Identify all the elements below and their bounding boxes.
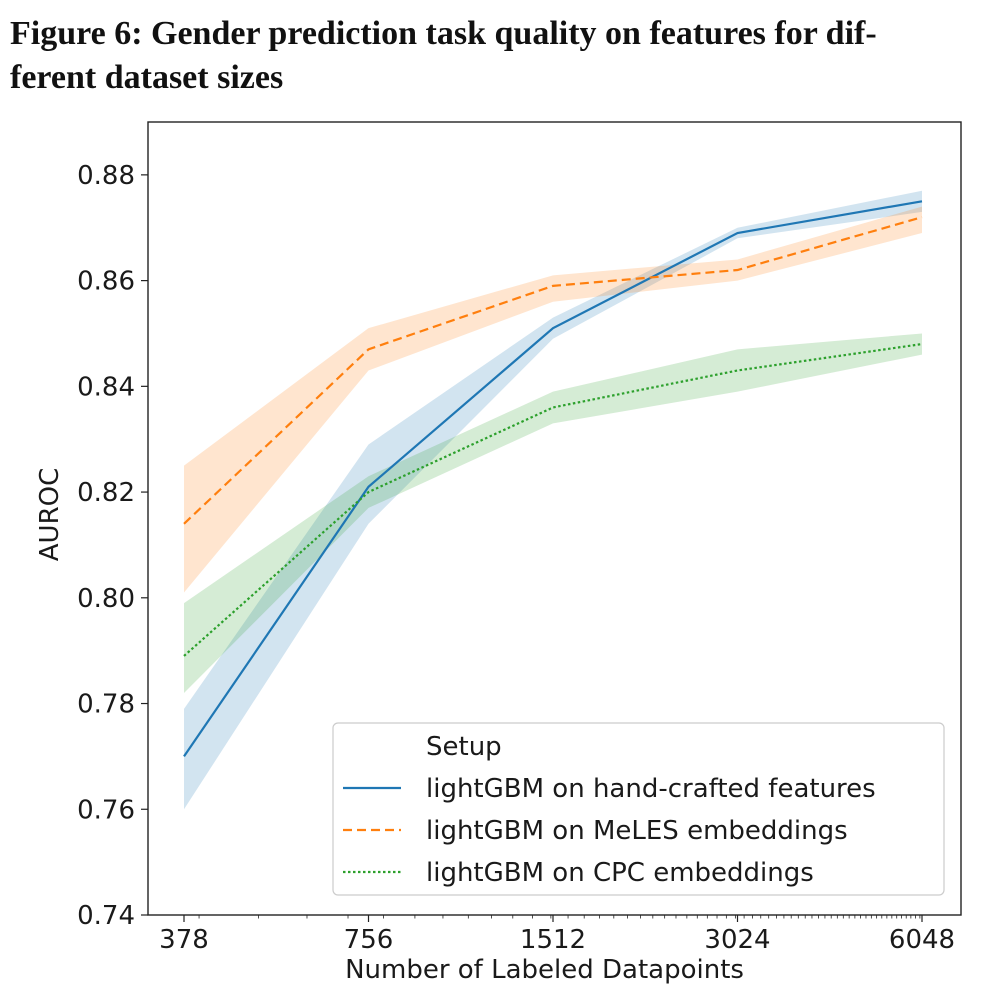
x-tick-label: 1512 — [520, 925, 586, 955]
x-tick-label: 6048 — [889, 925, 955, 955]
band-series-1 — [184, 190, 922, 810]
legend-box — [332, 722, 945, 896]
y-tick-label: 0.74 — [77, 901, 135, 931]
x-axis-label: Number of Labeled Datapoints — [345, 955, 744, 985]
caption-line-1: Figure 6: Gender prediction task quality… — [10, 15, 877, 52]
y-tick-label: 0.82 — [77, 478, 135, 508]
legend-label-1: lightGBM on hand-crafted features — [426, 774, 876, 804]
legend-label-3: lightGBM on CPC embeddings — [426, 858, 814, 888]
x-tick-label: 756 — [344, 925, 394, 955]
figure-caption: Figure 6: Gender prediction task quality… — [10, 12, 998, 100]
x-tick-label: 3024 — [704, 925, 770, 955]
y-tick-label: 0.76 — [77, 795, 135, 825]
band-series-3 — [184, 333, 922, 693]
band-series-2 — [184, 206, 922, 593]
series-lines — [183, 200, 923, 758]
y-axis: 0.74 0.76 0.78 0.80 0.82 0.84 0.86 0.88 — [77, 161, 148, 931]
line-series-1 — [183, 200, 923, 758]
y-tick-label: 0.78 — [77, 690, 135, 720]
legend-label-2: lightGBM on MeLES embeddings — [426, 816, 848, 846]
plot-frame — [147, 121, 962, 916]
x-axis: 378 756 1512 3024 6048 — [159, 915, 955, 955]
line-series-3 — [183, 342, 923, 657]
y-tick-label: 0.86 — [77, 267, 135, 297]
legend-title: Setup — [426, 732, 502, 762]
caption-line-2: ferent dataset sizes — [10, 59, 284, 96]
line-series-2 — [183, 216, 923, 525]
y-tick-label: 0.80 — [77, 584, 135, 614]
legend: Setup lightGBM on hand-crafted features li… — [332, 722, 945, 896]
y-axis-label: AUROC — [35, 468, 65, 562]
x-tick-label: 378 — [159, 925, 209, 955]
y-tick-label: 0.84 — [77, 372, 135, 402]
y-tick-label: 0.88 — [77, 161, 135, 191]
confidence-bands — [184, 190, 922, 810]
